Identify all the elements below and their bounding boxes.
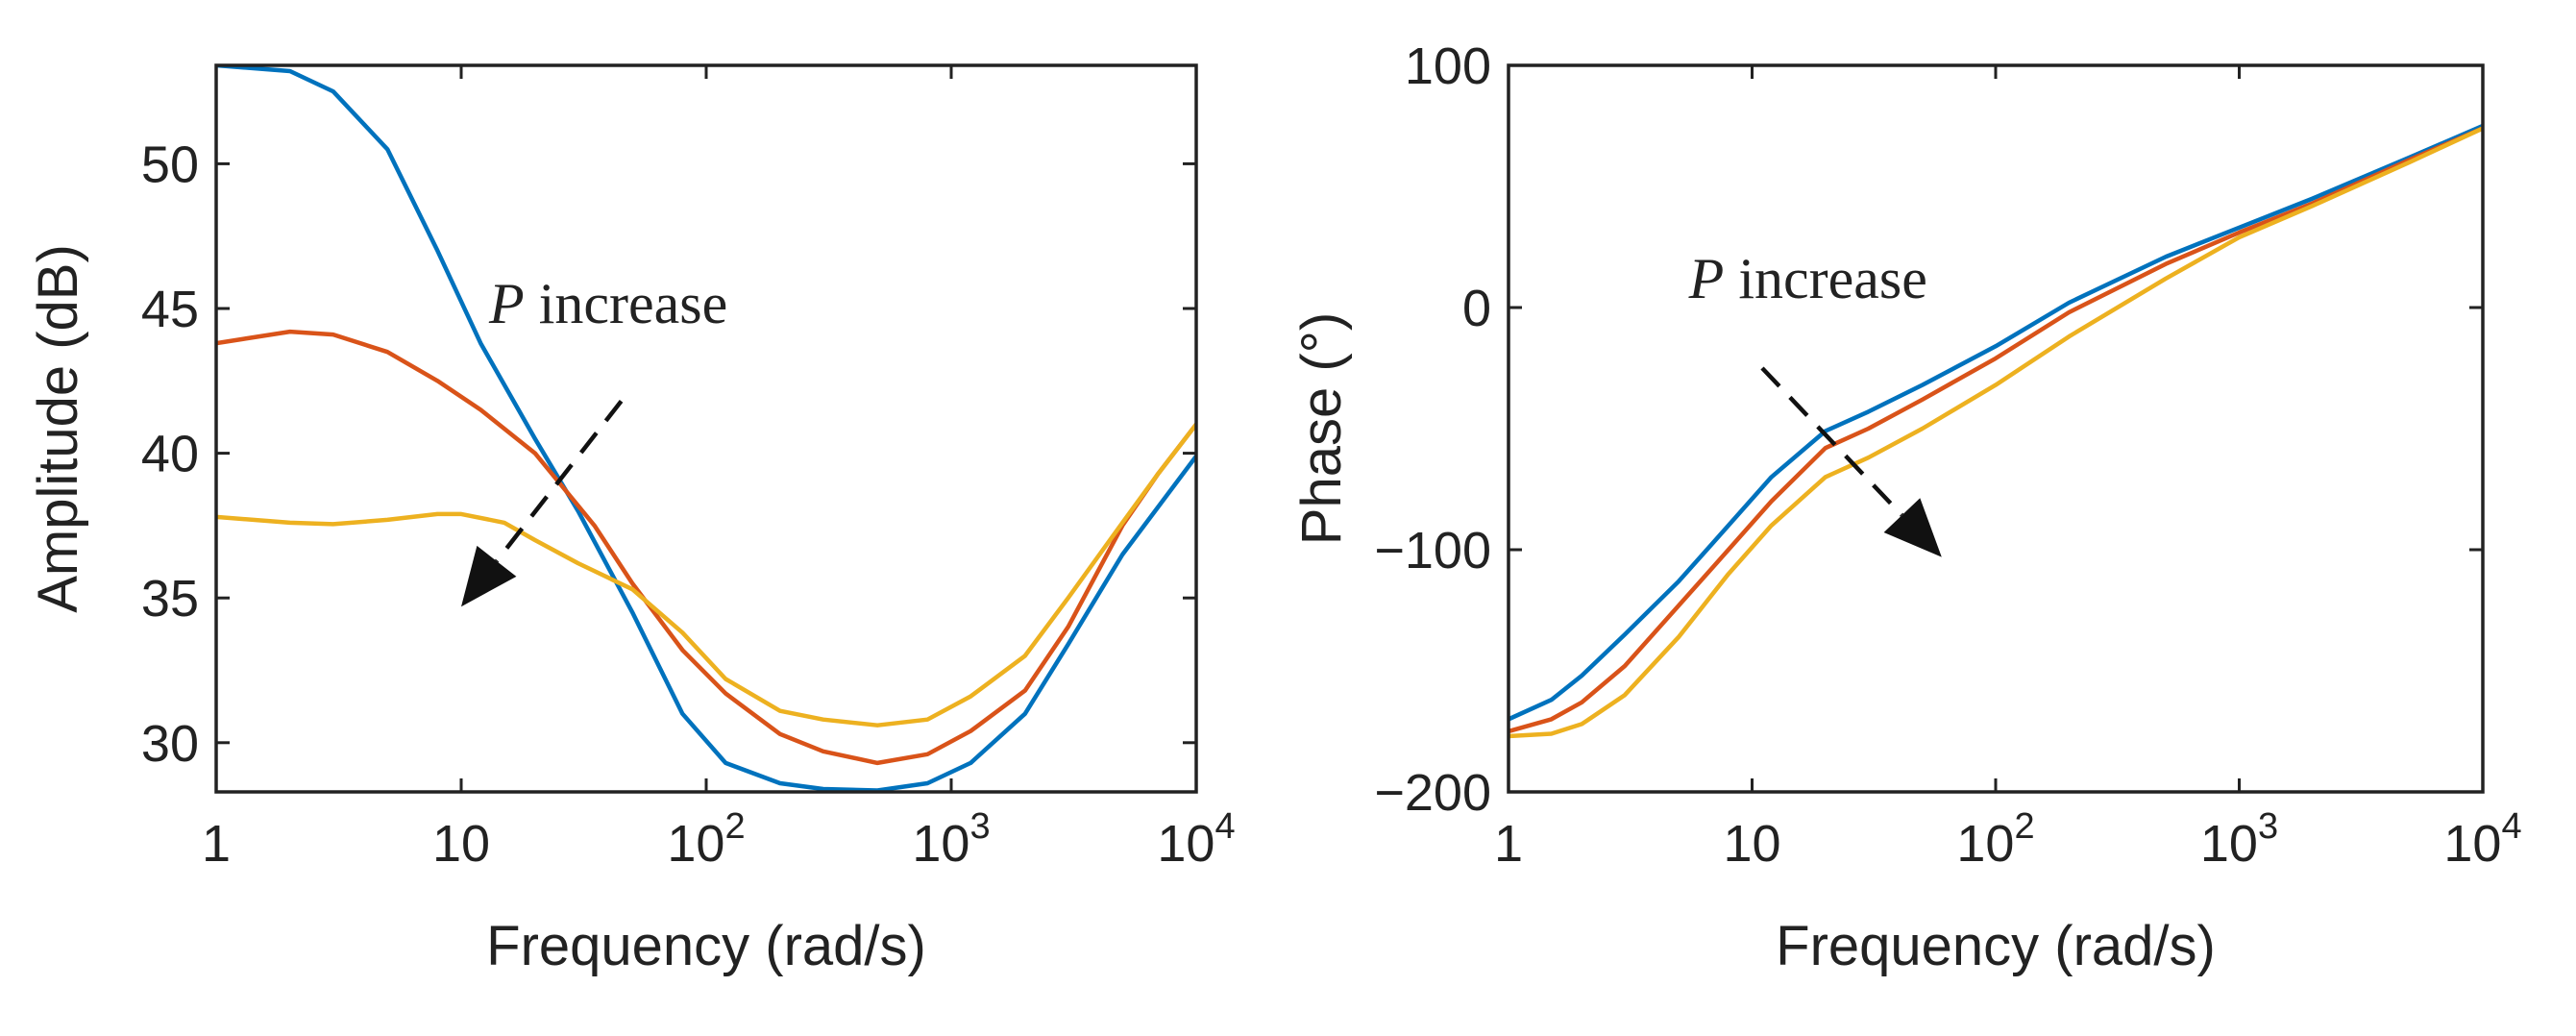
y-tick-label: 45 [141, 281, 199, 338]
y-tick-label: −100 [1374, 522, 1491, 580]
amplitude-plot: 1 10 102 103 104 30 35 40 45 50 Frequency (rad/s) A… [27, 63, 1236, 977]
series-line-p1 [216, 65, 1196, 792]
y-axis-label: Phase (°) [1290, 312, 1353, 545]
y-tick-label: 40 [141, 426, 199, 483]
series-line-p2 [1509, 126, 2483, 734]
x-tick-label: 10 [1723, 815, 1780, 873]
x-axis-label: Frequency (rad/s) [1776, 915, 2216, 977]
series-line-p1 [1509, 123, 2483, 722]
series-line-p2 [216, 329, 1196, 766]
arrow-head-icon [1883, 498, 1942, 557]
annotation-p-increase: P increase [488, 272, 727, 335]
x-tick-label: 103 [912, 806, 990, 873]
series-group [1509, 123, 2483, 739]
arrow-shaft [495, 400, 624, 563]
phase-plot: 1 10 102 103 104 100 0 −100 −200 Frequency (rad/s… [1290, 37, 2522, 977]
x-tick-label: 1 [202, 815, 231, 873]
x-tick-label: 102 [667, 806, 745, 873]
y-tick-label: 30 [141, 715, 199, 773]
y-axis-label: Amplitude (dB) [27, 244, 89, 613]
x-axis-label: Frequency (rad/s) [486, 915, 926, 977]
x-tick-label: 102 [1956, 806, 2034, 873]
series-line-p3 [216, 422, 1196, 728]
x-tick-label: 104 [1157, 806, 1235, 873]
y-tick-label: 50 [141, 136, 199, 193]
y-tick-label: 35 [141, 570, 199, 628]
x-tick-label: 10 [432, 815, 490, 873]
y-tick-label: −200 [1374, 764, 1491, 822]
x-tick-label: 1 [1494, 815, 1523, 873]
y-tick-label: 0 [1462, 280, 1491, 337]
x-tick-label: 103 [2200, 806, 2278, 873]
arrow-shaft [1760, 366, 1904, 517]
series-line-p3 [1509, 126, 2483, 739]
x-tick-label: 104 [2443, 806, 2521, 873]
y-tick-label: 100 [1405, 37, 1491, 95]
arrow-head-icon [461, 545, 517, 607]
plot-frame [214, 63, 1198, 794]
series-group [216, 65, 1196, 792]
annotation-p-increase: P increase [1688, 247, 1927, 310]
plot-frame [1507, 63, 2485, 794]
